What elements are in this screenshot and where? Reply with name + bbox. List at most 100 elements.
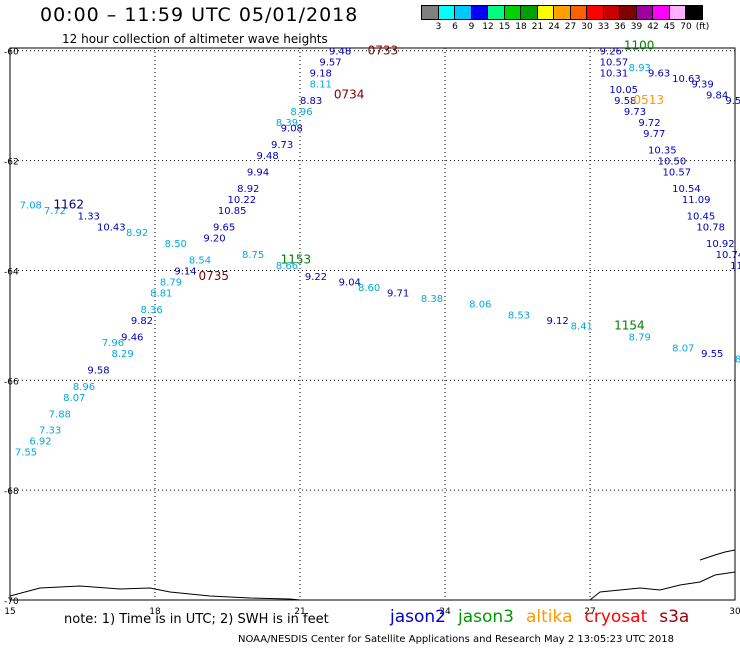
wave-height-label: 10.05: [609, 85, 638, 96]
color-scale-labels: 3 6 9 12 15 18 21 24 27 30 33 36 39 42 45 70 (ft): [421, 22, 740, 34]
wave-height-label: 9.12: [547, 316, 569, 327]
axis-tick-labels: 15 18 21 24 27 30 -60 -62 -64 -66 -68 -70: [4, 48, 740, 617]
latitude-tick-label: -68: [4, 487, 19, 497]
wave-height-label: 7.08: [20, 201, 42, 212]
wave-height-label: 8.07: [63, 393, 85, 404]
wave-height-label: 8.60: [358, 283, 380, 294]
wave-height-label: 8.75: [242, 250, 264, 261]
longitude-tick-label: 30: [729, 607, 740, 617]
wave-height-label: 8.54: [189, 255, 211, 266]
wave-height-label: 10.78: [696, 223, 725, 234]
latitude-tick-label: -66: [4, 377, 19, 387]
color-scale-label: 21: [531, 22, 544, 32]
color-swatch: [685, 5, 703, 20]
wave-height-label: 9.73: [271, 140, 293, 151]
wave-height-label: 10.35: [648, 146, 677, 157]
graticule: [9, 47, 736, 601]
wave-height-label: 10.22: [228, 195, 257, 206]
wave-height-label: 8.96: [73, 382, 95, 393]
pass-time-label: 1162: [54, 198, 85, 212]
coastline: [9, 549, 736, 601]
wave-height-label: 9.84: [706, 91, 728, 102]
color-scale-label: 33: [597, 22, 610, 32]
satellite-legend-item: jason2: [390, 607, 446, 627]
wave-height-label: 11.09: [682, 195, 711, 206]
wave-height-label: 10.31: [600, 69, 629, 80]
wave-height-label: 9.04: [339, 277, 361, 288]
wave-height-label: 9.46: [121, 332, 143, 343]
coastline-segment: [589, 571, 736, 601]
wave-height-label: 1.33: [78, 212, 100, 223]
color-scale-bar: [421, 5, 703, 20]
wave-height-label: 8.64: [735, 354, 740, 365]
color-scale-label: 24: [548, 22, 560, 32]
wave-height-label: 9.57: [319, 58, 341, 69]
wave-height-label: 9.48: [329, 47, 351, 58]
footnote: note: 1) Time is in UTC; 2) SWH is in fe…: [64, 612, 329, 627]
color-scale-label: 45: [663, 22, 676, 32]
credit-footer: NOAA/NESDIS Center for Satellite Applica…: [238, 634, 674, 645]
pass-time-label: 1100: [624, 38, 655, 52]
satellite-legend-item: s3a: [659, 607, 690, 627]
color-scale-label: 18: [515, 22, 527, 32]
wave-height-label: 9.14: [174, 266, 196, 277]
longitude-tick-label: 21: [294, 607, 305, 617]
wave-height-label: 9.58: [87, 365, 109, 376]
wave-height-label: 8.07: [672, 343, 694, 354]
wave-height-label: 9.63: [648, 69, 670, 80]
map-subtitle: 12 hour collection of altimeter wave hei…: [62, 32, 328, 46]
color-scale-label: 12: [482, 22, 494, 32]
satellite-legend-item: altika: [526, 607, 573, 627]
wave-height-label: 10.92: [706, 239, 735, 250]
wave-height-label: 10.45: [687, 212, 716, 223]
wave-height-label: 8.50: [165, 239, 187, 250]
wave-height-label: 10.74: [716, 250, 740, 261]
longitude-tick-label: 24: [439, 607, 451, 617]
wave-height-label: 9.72: [638, 118, 660, 129]
wave-height-label: 9.39: [692, 80, 714, 91]
pass-time-label: 0733: [368, 44, 399, 58]
wave-height-label: 8.93: [629, 63, 651, 74]
wave-height-labels: 8.118.968.398.548.798.818.368.297.968.96…: [15, 38, 740, 458]
latitude-tick-label: -62: [4, 158, 19, 168]
color-scale-label: 6: [452, 22, 458, 32]
pass-time-label: 1154: [614, 318, 645, 332]
satellite-legend-item: jason3: [458, 607, 514, 627]
wave-height-label: 7.96: [102, 338, 124, 349]
wave-height-label: 9.73: [624, 107, 646, 118]
satellite-legend-item: cryosat: [584, 607, 648, 627]
wave-height-label: 8.11: [310, 80, 332, 91]
pass-time-label: 0734: [334, 88, 365, 102]
color-scale-label: 42: [647, 22, 659, 32]
wave-height-label: 8.36: [141, 305, 163, 316]
longitude-tick-label: 18: [149, 607, 161, 617]
map-title: 00:00 – 11:59 UTC 05/01/2018: [40, 4, 359, 26]
wave-height-label: 10.57: [663, 168, 692, 179]
wave-height-label: 8.83: [300, 96, 322, 107]
color-scale-label: 36: [614, 22, 626, 32]
wave-height-label: 8.53: [508, 310, 530, 321]
wave-height-label: 10.43: [97, 223, 126, 234]
latitude-tick-label: -64: [4, 267, 19, 277]
wave-height-label: 9.26: [600, 47, 622, 58]
color-scale-label: 3: [435, 22, 442, 32]
color-scale-label: 15: [498, 22, 511, 32]
wave-height-label: 10.85: [218, 206, 247, 217]
latitude-tick-label: -70: [4, 597, 19, 607]
wave-height-label: 9.50: [725, 96, 740, 107]
color-scale-label: 39: [630, 22, 643, 32]
wave-height-label: 7.55: [15, 448, 37, 459]
longitude-tick-label: 15: [4, 607, 15, 617]
wave-height-label: 7.88: [49, 409, 71, 420]
color-scale-label: 27: [564, 22, 577, 32]
wave-height-label: 9.71: [387, 288, 409, 299]
wave-height-label: 9.58: [614, 96, 636, 107]
coastline-segment: [699, 549, 736, 561]
wave-height-label: 9.18: [310, 69, 332, 80]
wave-height-label: 10.54: [672, 184, 701, 195]
wave-height-label: 10.57: [600, 58, 629, 69]
wave-height-label: 9.77: [643, 129, 665, 140]
wave-height-label: 8.92: [237, 184, 259, 195]
wave-height-label: 9.94: [247, 168, 269, 179]
